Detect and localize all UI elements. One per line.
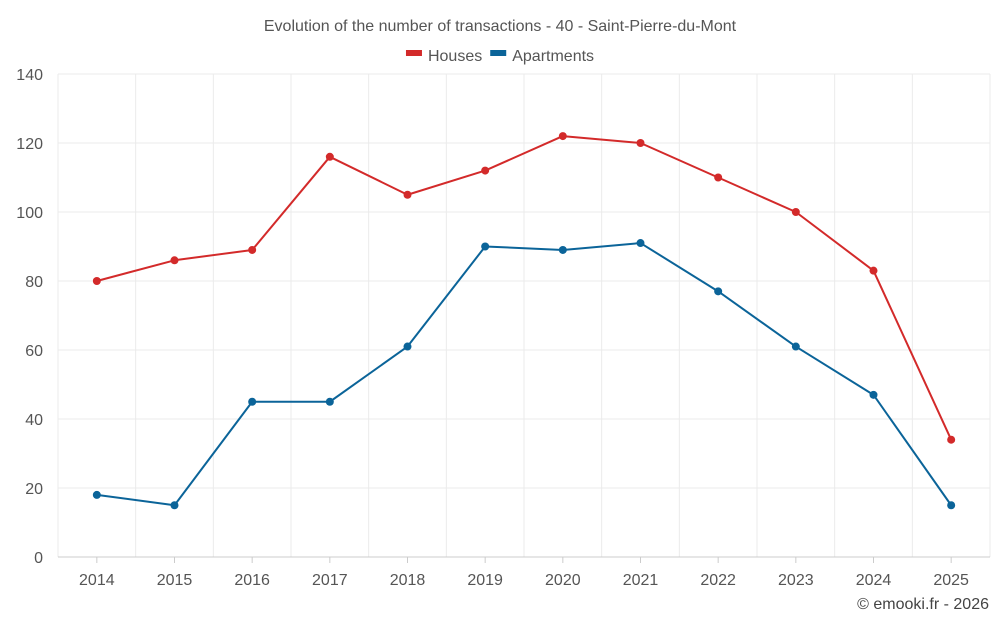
- data-point-houses[interactable]: [481, 166, 490, 175]
- x-tick-label: 2022: [700, 572, 736, 589]
- data-point-apartments[interactable]: [947, 501, 956, 510]
- data-point-apartments[interactable]: [558, 245, 567, 254]
- data-point-apartments[interactable]: [248, 397, 257, 406]
- y-axis: 0 20 40 60 80 100 120 140: [16, 67, 43, 567]
- legend-item-apartments[interactable]: Apartments: [490, 48, 594, 65]
- data-point-houses[interactable]: [92, 277, 101, 285]
- legend-label: Apartments: [512, 48, 594, 65]
- y-tick-label: 0: [34, 550, 43, 567]
- y-tick-label: 120: [16, 136, 43, 153]
- data-point-houses[interactable]: [558, 132, 567, 141]
- data-point-apartments[interactable]: [170, 501, 179, 510]
- grid: [57, 73, 991, 557]
- y-tick-label: 60: [25, 343, 43, 360]
- series-apartments: [92, 239, 956, 510]
- data-point-houses[interactable]: [947, 435, 956, 444]
- data-point-houses[interactable]: [248, 245, 257, 254]
- x-tick-label: 2016: [234, 572, 270, 589]
- x-tick-label: 2020: [545, 572, 581, 589]
- legend-item-houses[interactable]: Houses: [405, 48, 482, 65]
- data-point-houses[interactable]: [403, 190, 412, 199]
- data-point-apartments[interactable]: [325, 397, 334, 406]
- data-point-apartments[interactable]: [403, 342, 412, 351]
- x-tick-label: 2018: [390, 572, 426, 589]
- series-line-apartments: [95, 242, 953, 507]
- data-point-apartments[interactable]: [869, 390, 878, 399]
- x-tick-label: 2023: [778, 572, 814, 589]
- data-point-apartments[interactable]: [92, 490, 101, 499]
- data-point-houses[interactable]: [325, 152, 334, 161]
- data-point-houses[interactable]: [170, 256, 179, 265]
- data-point-houses[interactable]: [714, 173, 723, 182]
- series-group: [92, 132, 956, 510]
- legend-swatch: [490, 50, 507, 56]
- series-line-houses: [95, 135, 953, 441]
- legend: Houses Apartments: [405, 48, 594, 65]
- x-axis: 2014 2015 2016 2017 2018 2019 2020 2021 2022 2023…: [58, 556, 990, 589]
- x-tick-label: 2015: [157, 572, 193, 589]
- data-point-houses[interactable]: [636, 139, 645, 147]
- x-tick-label: 2014: [79, 572, 115, 589]
- x-tick-label: 2025: [933, 572, 969, 589]
- series-houses: [92, 132, 956, 444]
- data-point-apartments[interactable]: [481, 242, 490, 251]
- y-tick-label: 140: [16, 67, 43, 84]
- y-tick-label: 20: [25, 481, 43, 498]
- x-tick-label: 2019: [467, 572, 503, 589]
- data-point-apartments[interactable]: [791, 342, 800, 351]
- data-point-houses[interactable]: [791, 208, 800, 216]
- credit-text: © emooki.fr - 2026: [857, 596, 989, 613]
- y-tick-label: 100: [16, 205, 43, 222]
- x-tick-label: 2017: [312, 572, 348, 589]
- chart-title: Evolution of the number of transactions …: [264, 18, 737, 35]
- data-point-apartments[interactable]: [714, 287, 723, 296]
- y-tick-label: 40: [25, 412, 43, 429]
- legend-swatch: [405, 50, 422, 56]
- x-tick-label: 2024: [856, 572, 892, 589]
- legend-label: Houses: [428, 48, 482, 65]
- y-tick-label: 80: [25, 274, 43, 291]
- data-point-houses[interactable]: [869, 266, 878, 275]
- x-tick-label: 2021: [623, 572, 659, 589]
- data-point-apartments[interactable]: [636, 239, 645, 248]
